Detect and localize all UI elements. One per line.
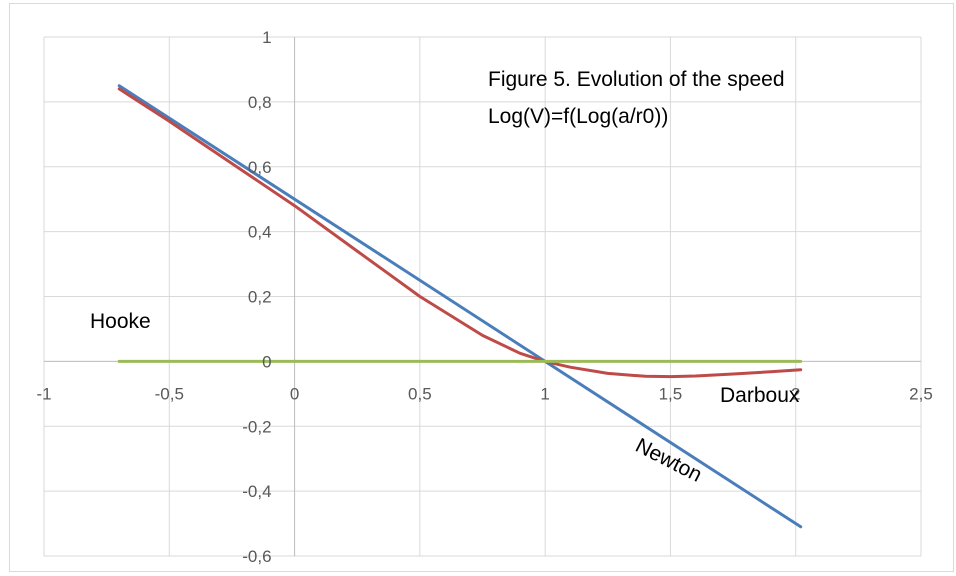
y-tick-label: -0,6 [242, 547, 271, 566]
y-tick-label: 0,2 [248, 288, 272, 307]
x-tick-label: 1 [540, 384, 549, 403]
x-tick-label: 2 [791, 384, 800, 403]
darboux-label: Darboux [720, 384, 800, 407]
x-tick-label: -0,5 [155, 384, 184, 403]
series-line-blue [117, 84, 803, 529]
x-tick-label: 0 [290, 384, 299, 403]
x-tick-label: 2,5 [909, 384, 933, 403]
hooke-label: Hooke [90, 310, 151, 333]
y-tick-label: 0 [262, 352, 271, 371]
tick-labels: -1 -0,5 0 0,5 1 1,5 2 2,5 -0,6 -0,4 -0,2 0 0,2 0,4 0,6… [36, 28, 932, 566]
figure-caption-line-1: Figure 5. Evolution of the speed [488, 68, 785, 91]
x-tick-label: 1,5 [659, 384, 683, 403]
y-tick-label: 1 [262, 28, 271, 47]
x-tick-label: -1 [36, 384, 51, 403]
y-tick-label: -0,4 [242, 482, 271, 501]
y-tick-label: 0,6 [248, 158, 272, 177]
series-line-red [117, 87, 803, 379]
series-group [117, 84, 803, 529]
grid [43, 36, 922, 557]
line-chart: -1 -0,5 0 0,5 1 1,5 2 2,5 -0,6 -0,4 -0,2 0 0,2 0,4 0,6… [36, 28, 932, 566]
figure-caption-line-2: Log(V)=f(Log(a/r0)) [488, 105, 668, 128]
y-tick-label: -0,2 [242, 417, 271, 436]
x-tick-label: 0,5 [408, 384, 432, 403]
y-tick-label: 0,4 [248, 223, 272, 242]
annotations: Figure 5. Evolution of the speed Log(V)=… [90, 68, 800, 487]
chart-frame: -1 -0,5 0 0,5 1 1,5 2 2,5 -0,6 -0,4 -0,2 0 0,2 0,4 0,6… [9, 3, 954, 572]
y-tick-label: 0,8 [248, 93, 272, 112]
